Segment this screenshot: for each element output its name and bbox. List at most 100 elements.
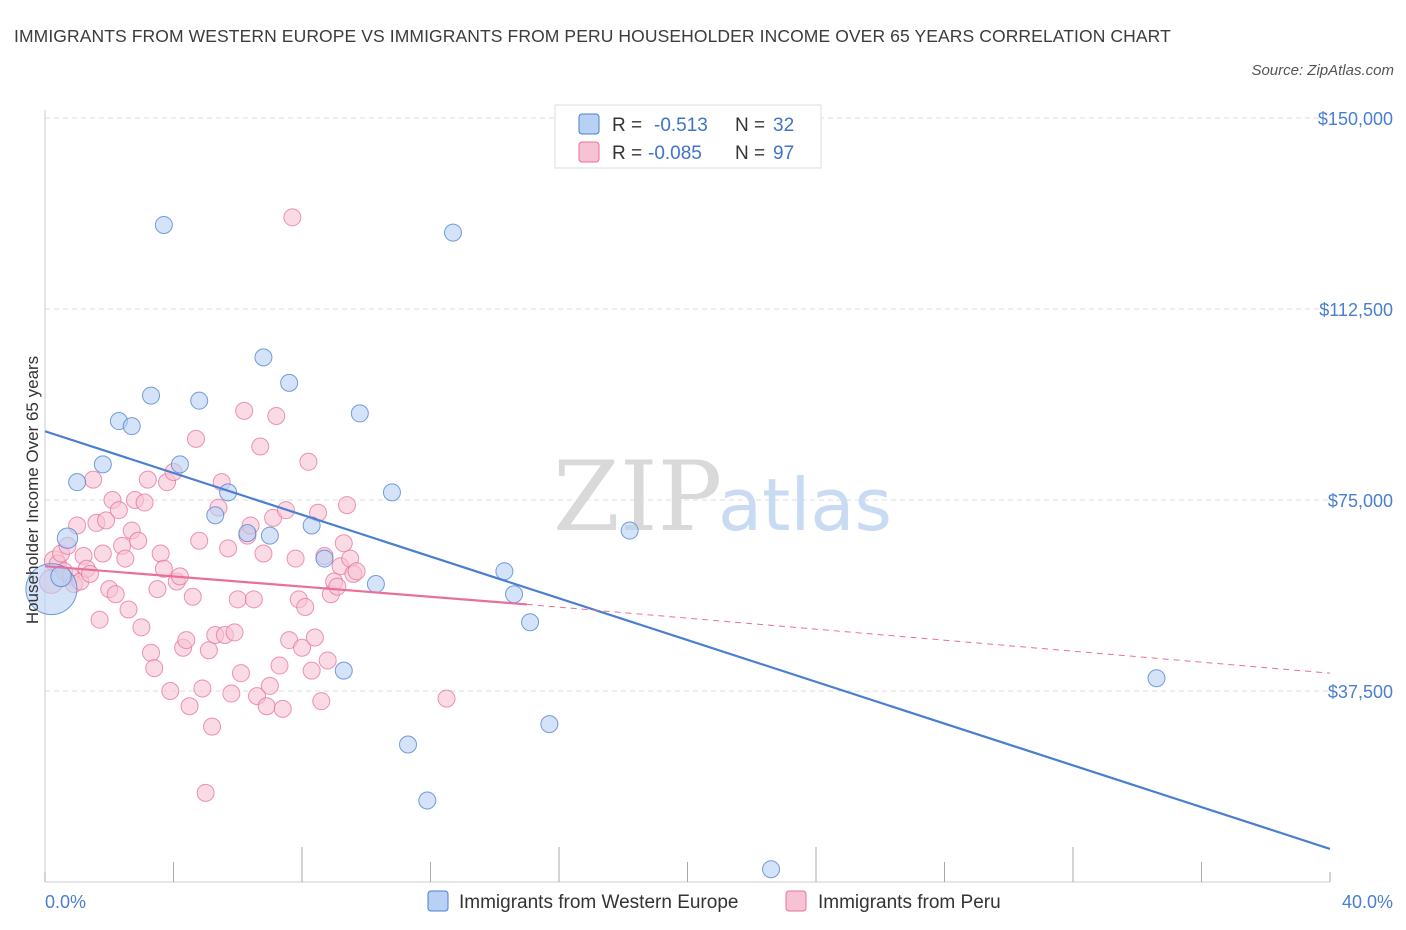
bottom-legend-label-blue: Immigrants from Western Europe (459, 892, 738, 913)
x-tick-label-1: 40.0% (1342, 892, 1393, 912)
peru-point-16 (93, 544, 112, 563)
peru-point-68 (260, 676, 279, 695)
western-europe-point-11 (206, 506, 225, 525)
western-europe-trend-line (44, 430, 1331, 850)
legend: R = -0.513 N = 32 R = -0.085 N = 97 (554, 104, 822, 169)
y-tick-labels: $37,500 $75,000 $112,500 $150,000 (1318, 109, 1393, 702)
peru-point-31 (142, 643, 161, 662)
western-europe-point-32 (1147, 669, 1166, 688)
western-europe-point-6 (122, 417, 141, 436)
peru-point-70 (267, 406, 286, 425)
peru-point-24 (119, 600, 138, 619)
bottom-legend-label-pink: Immigrants from Peru (818, 892, 1001, 913)
peru-trend-line (44, 565, 527, 606)
peru-point-75 (283, 208, 302, 227)
legend-swatch-pink (578, 141, 600, 163)
x-tick-label-0: 0.0% (45, 892, 86, 912)
peru-point-47 (193, 679, 212, 698)
peru-point-44 (183, 587, 202, 606)
western-europe-point-29 (540, 715, 559, 734)
peru-point-82 (305, 628, 324, 647)
x-tick-labels: 0.0% 40.0% (45, 892, 1393, 912)
peru-point-27 (129, 531, 148, 550)
chart-title: IMMIGRANTS FROM WESTERN EUROPE VS IMMIGR… (14, 26, 1171, 46)
peru-point-42 (177, 631, 196, 650)
western-europe-point-22 (382, 483, 401, 502)
legend-r-value-blue: -0.513 (654, 115, 708, 136)
western-europe-point-7 (142, 386, 161, 405)
series-western-europe-points (25, 215, 1166, 879)
peru-point-57 (225, 623, 244, 642)
western-europe-point-28 (521, 613, 540, 632)
peru-point-15 (90, 610, 109, 629)
peru-point-30 (138, 470, 157, 489)
peru-point-84 (312, 692, 331, 711)
bottom-legend-swatch-blue (427, 890, 449, 912)
peru-point-32 (145, 659, 164, 678)
peru-point-66 (254, 544, 273, 563)
peru-point-13 (84, 470, 103, 489)
peru-point-92 (337, 496, 356, 515)
y-tick-label-3: $150,000 (1318, 109, 1393, 129)
peru-trend-extension (526, 603, 1331, 674)
chart-source: Source: ZipAtlas.com (1251, 62, 1394, 79)
western-europe-point-19 (334, 661, 353, 680)
peru-point-78 (293, 638, 311, 657)
western-europe-point-16 (280, 373, 299, 392)
western-europe-point-14 (254, 348, 273, 367)
peru-point-81 (302, 661, 321, 680)
western-europe-point-9 (170, 455, 189, 474)
legend-swatch-blue (578, 113, 600, 135)
peru-point-37 (161, 682, 180, 700)
y-axis-label: Householder Income Over 65 years (23, 356, 42, 624)
peru-point-59 (231, 664, 250, 683)
peru-point-29 (135, 493, 154, 512)
watermark: ZIP atlas (553, 441, 892, 553)
western-europe-point-1 (50, 565, 72, 588)
western-europe-point-27 (505, 585, 524, 604)
western-europe-point-30 (620, 521, 639, 540)
peru-point-34 (151, 544, 170, 563)
y-tick-label-2: $112,500 (1319, 300, 1393, 320)
legend-r-value-pink: -0.085 (648, 143, 702, 164)
legend-n-label-pink: N = (735, 143, 765, 164)
peru-point-56 (222, 684, 241, 703)
legend-n-value-blue: 32 (773, 115, 794, 136)
peru-point-89 (328, 577, 347, 596)
peru-point-76 (286, 549, 305, 568)
western-europe-point-23 (399, 735, 418, 754)
peru-point-95 (347, 562, 366, 581)
western-europe-point-26 (495, 562, 514, 581)
peru-point-60 (235, 401, 254, 420)
peru-point-50 (203, 717, 222, 736)
western-europe-point-12 (219, 483, 238, 502)
western-europe-point-3 (68, 473, 87, 492)
peru-point-12 (80, 564, 99, 583)
bottom-legend: Immigrants from Western Europe Immigrant… (427, 890, 1001, 913)
y-tick-label-1: $75,000 (1328, 491, 1393, 511)
western-europe-point-21 (366, 575, 385, 594)
peru-point-48 (196, 783, 215, 802)
legend-r-label-blue: R = (612, 115, 642, 136)
legend-n-label-blue: N = (735, 115, 765, 136)
western-europe-point-24 (418, 791, 437, 810)
peru-point-20 (106, 585, 125, 604)
trend-lines (44, 430, 1331, 850)
western-europe-point-15 (260, 526, 279, 545)
western-europe-point-20 (350, 404, 369, 423)
peru-point-55 (219, 539, 238, 558)
y-tick-label-0: $37,500 (1328, 682, 1393, 702)
axes (44, 110, 1331, 883)
peru-point-45 (186, 429, 205, 448)
western-europe-point-2 (56, 527, 79, 549)
series-peru-points (39, 208, 456, 802)
peru-point-79 (296, 597, 315, 616)
western-europe-point-31 (762, 860, 781, 879)
peru-point-67 (257, 697, 276, 716)
peru-point-96 (437, 689, 456, 708)
peru-point-28 (132, 618, 151, 637)
peru-point-71 (270, 656, 289, 675)
peru-point-23 (116, 549, 135, 568)
peru-point-21 (109, 501, 128, 520)
